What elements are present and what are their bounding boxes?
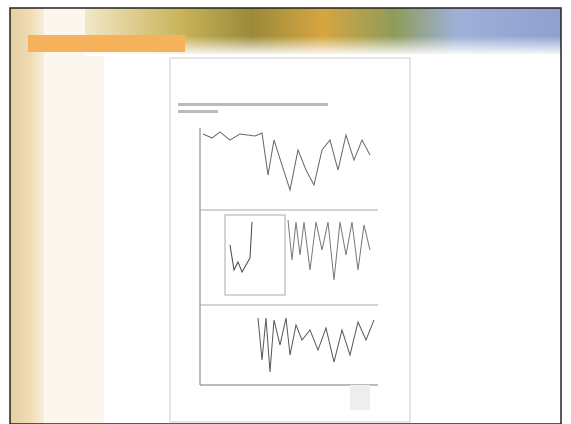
parchment-strip [10, 8, 44, 424]
slide-border [9, 7, 562, 424]
parchment-fade [44, 8, 104, 424]
scanned-figure [169, 57, 411, 423]
legend-scribble [350, 385, 370, 410]
caption-scribble [178, 110, 218, 113]
caption-scribble [178, 103, 328, 106]
title-bar [28, 35, 185, 52]
trace [229, 221, 253, 274]
trace [257, 317, 375, 373]
trace [287, 219, 371, 281]
inset-box [224, 214, 286, 296]
banner-fade [85, 36, 561, 56]
trace [202, 131, 371, 192]
